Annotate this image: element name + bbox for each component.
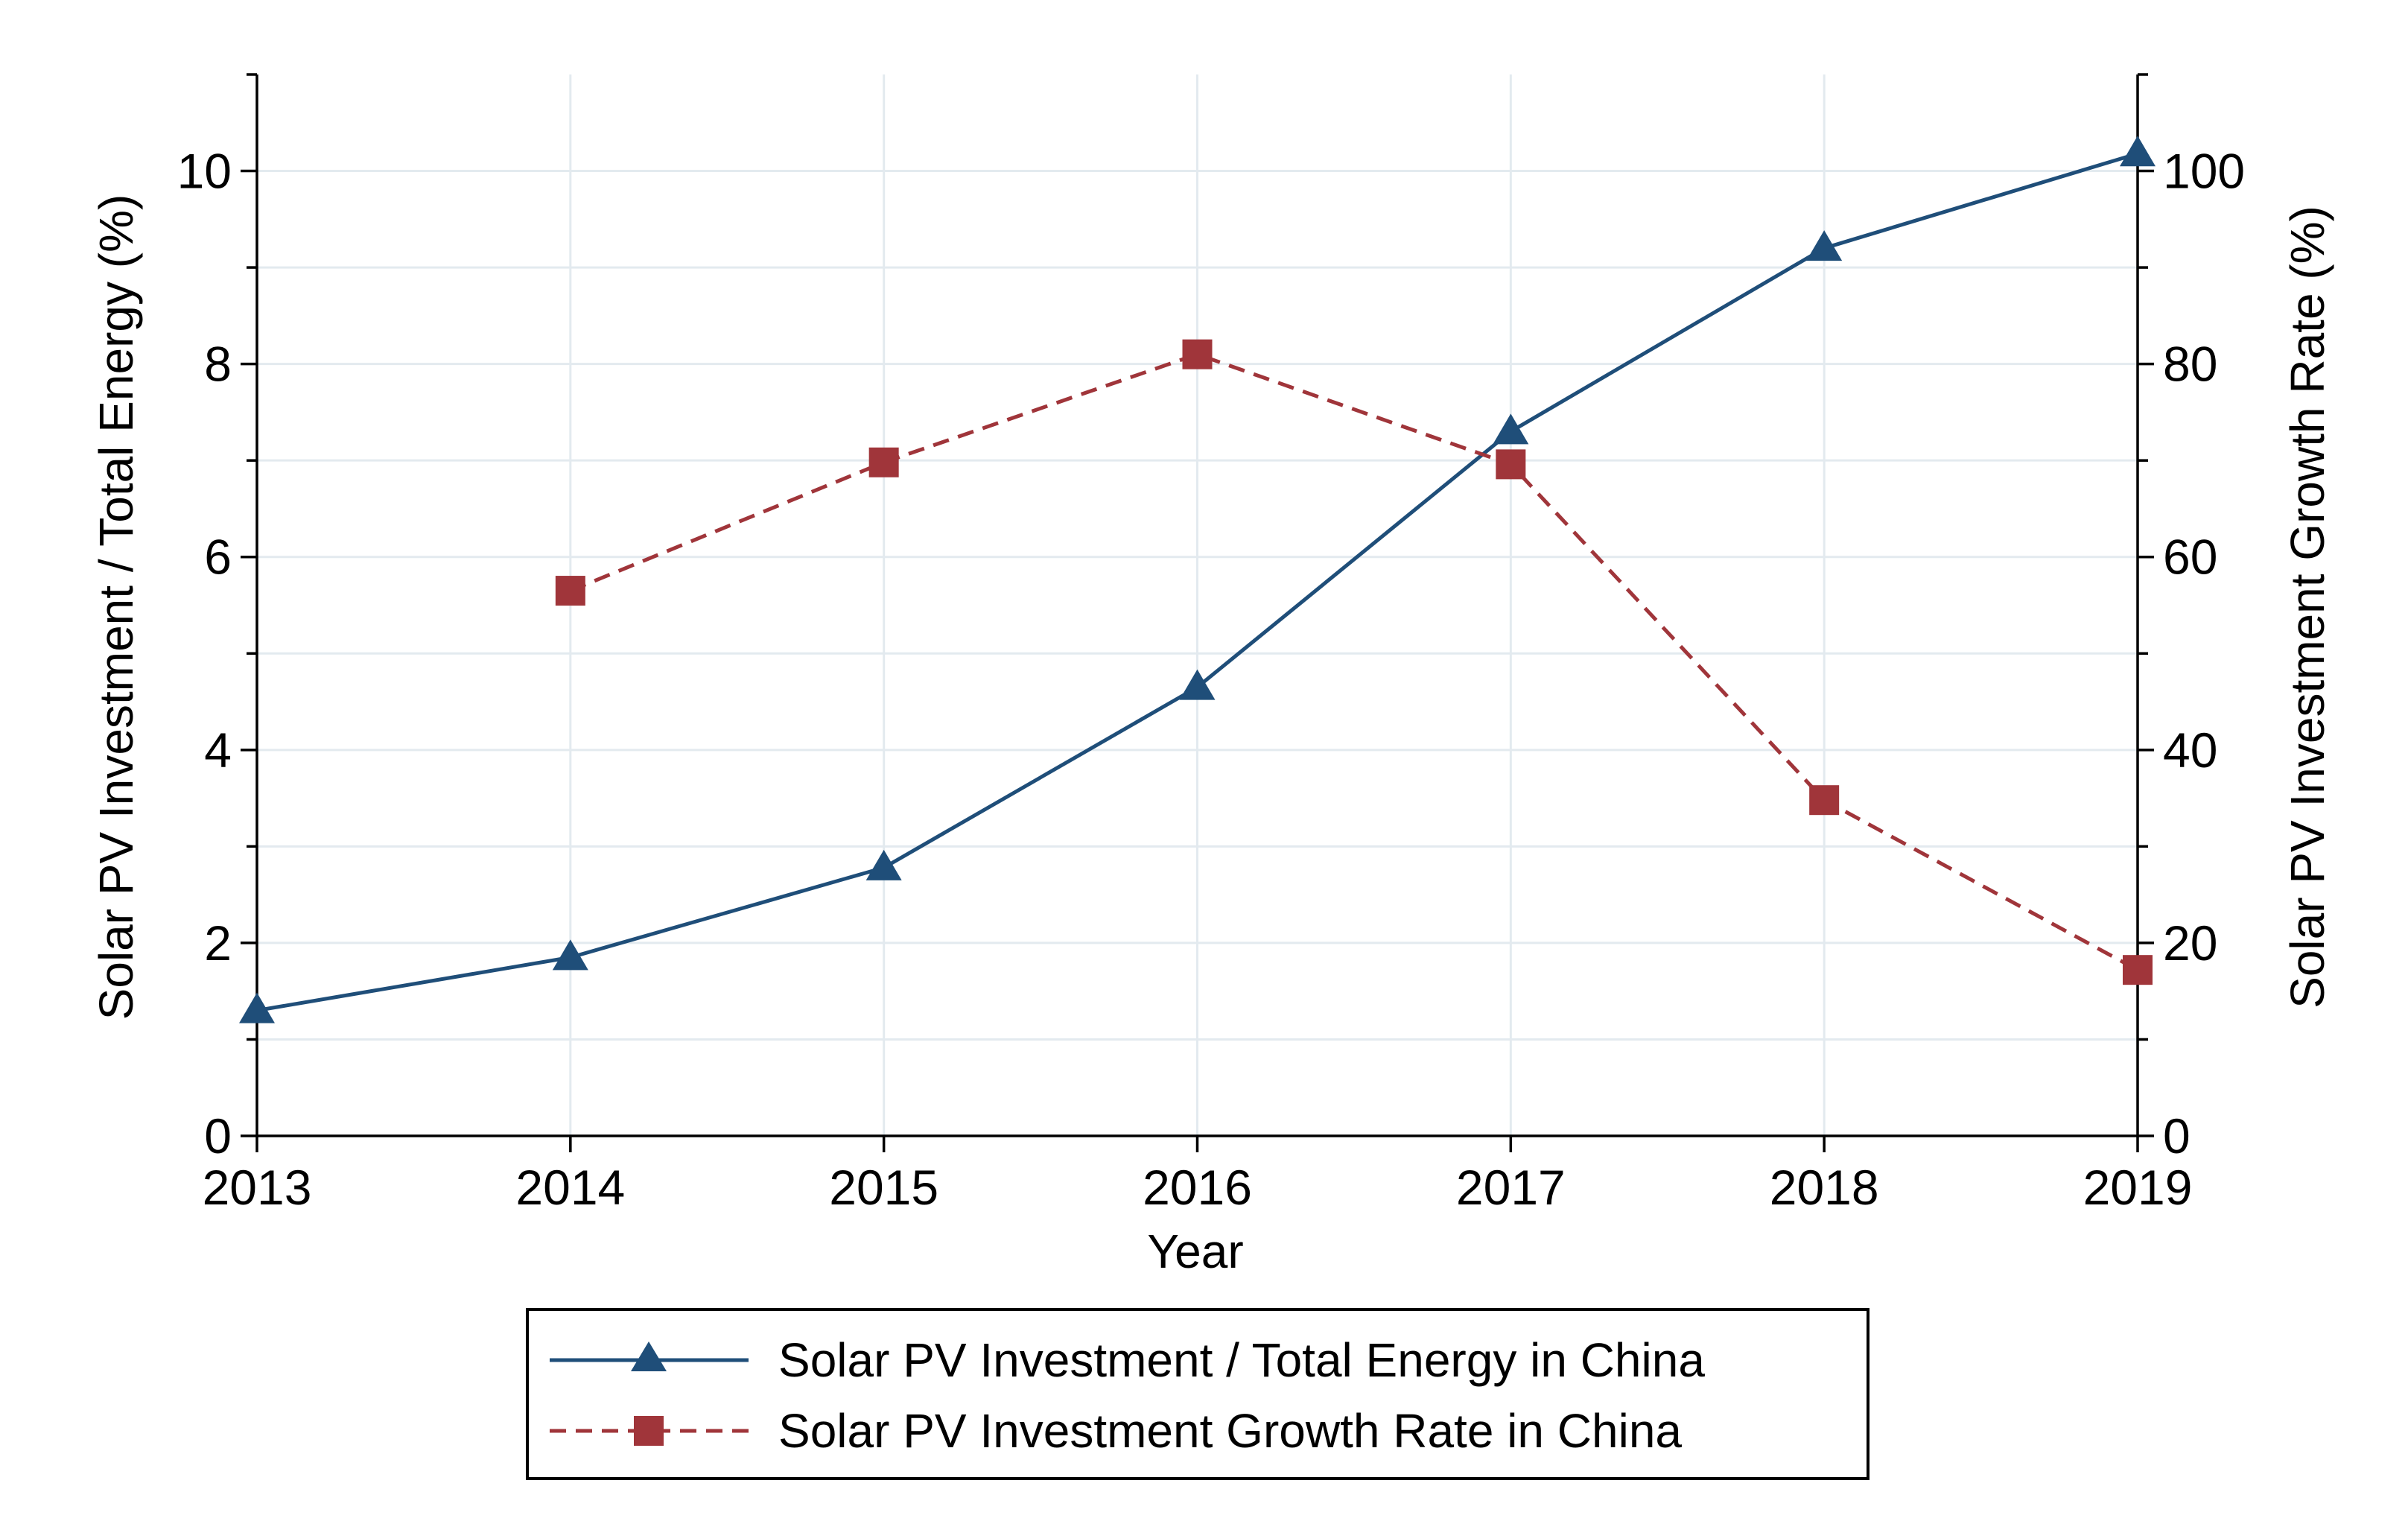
right-y-tick-label: 40 (2163, 723, 2217, 778)
triangle-data-point (1493, 413, 1529, 445)
right-y-tick-label: 60 (2163, 530, 2217, 585)
x-tick-label: 2013 (203, 1160, 312, 1215)
triangle-data-point (1806, 230, 1843, 261)
legend-marker-square (634, 1416, 664, 1446)
right-y-axis-title: Solar PV Investment Growth Rate (%) (2281, 206, 2334, 1009)
square-data-point (868, 447, 899, 477)
x-tick-label: 2014 (515, 1160, 625, 1215)
right-y-tick-label: 0 (2163, 1108, 2191, 1163)
legend-box (526, 1308, 1869, 1480)
left-y-tick-label: 6 (204, 530, 232, 585)
legend-entry-growth: Solar PV Investment Growth Rate in China (550, 1404, 1682, 1458)
triangle-data-point (2120, 136, 2156, 167)
x-tick-label: 2015 (829, 1160, 938, 1215)
square-data-point (1809, 785, 1840, 816)
left-y-tick-label: 4 (204, 723, 232, 778)
left-y-tick-label: 0 (204, 1108, 232, 1163)
right-y-tick-label: 20 (2163, 915, 2217, 971)
x-tick-label: 2018 (1770, 1160, 1879, 1215)
grid-lines (257, 74, 2138, 1136)
square-data-point (2123, 955, 2153, 985)
x-axis-title: Year (1147, 1225, 1243, 1278)
triangle-data-point (552, 939, 588, 971)
triangle-data-point (239, 992, 275, 1023)
legend-label-ratio: Solar PV Investment / Total Energy in Ch… (778, 1333, 1705, 1387)
legend-entry-ratio: Solar PV Investment / Total Energy in Ch… (550, 1333, 1705, 1387)
data-series (239, 136, 2156, 1023)
left-y-tick-label: 8 (204, 337, 232, 392)
triangle-data-point (865, 849, 902, 880)
square-data-point (1496, 449, 1526, 480)
right-y-tick-label: 80 (2163, 337, 2217, 392)
x-tick-label: 2016 (1143, 1160, 1252, 1215)
legend-label-growth: Solar PV Investment Growth Rate in China (778, 1404, 1682, 1458)
legend: Solar PV Investment / Total Energy in Ch… (526, 1308, 1869, 1480)
x-tick-label: 2017 (1456, 1160, 1566, 1215)
left-y-tick-label: 2 (204, 915, 232, 971)
square-data-point (555, 576, 585, 606)
triangle-data-point (1179, 669, 1216, 700)
series-line-1 (569, 352, 2139, 972)
x-tick-label: 2019 (2083, 1160, 2193, 1215)
left-y-tick-label: 10 (177, 144, 232, 199)
legend-marker-triangle (631, 1341, 667, 1371)
right-y-tick-label: 100 (2163, 144, 2245, 199)
square-data-point (1182, 339, 1213, 369)
left-y-axis-title: Solar PV Investment / Total Energy (%) (89, 194, 143, 1020)
